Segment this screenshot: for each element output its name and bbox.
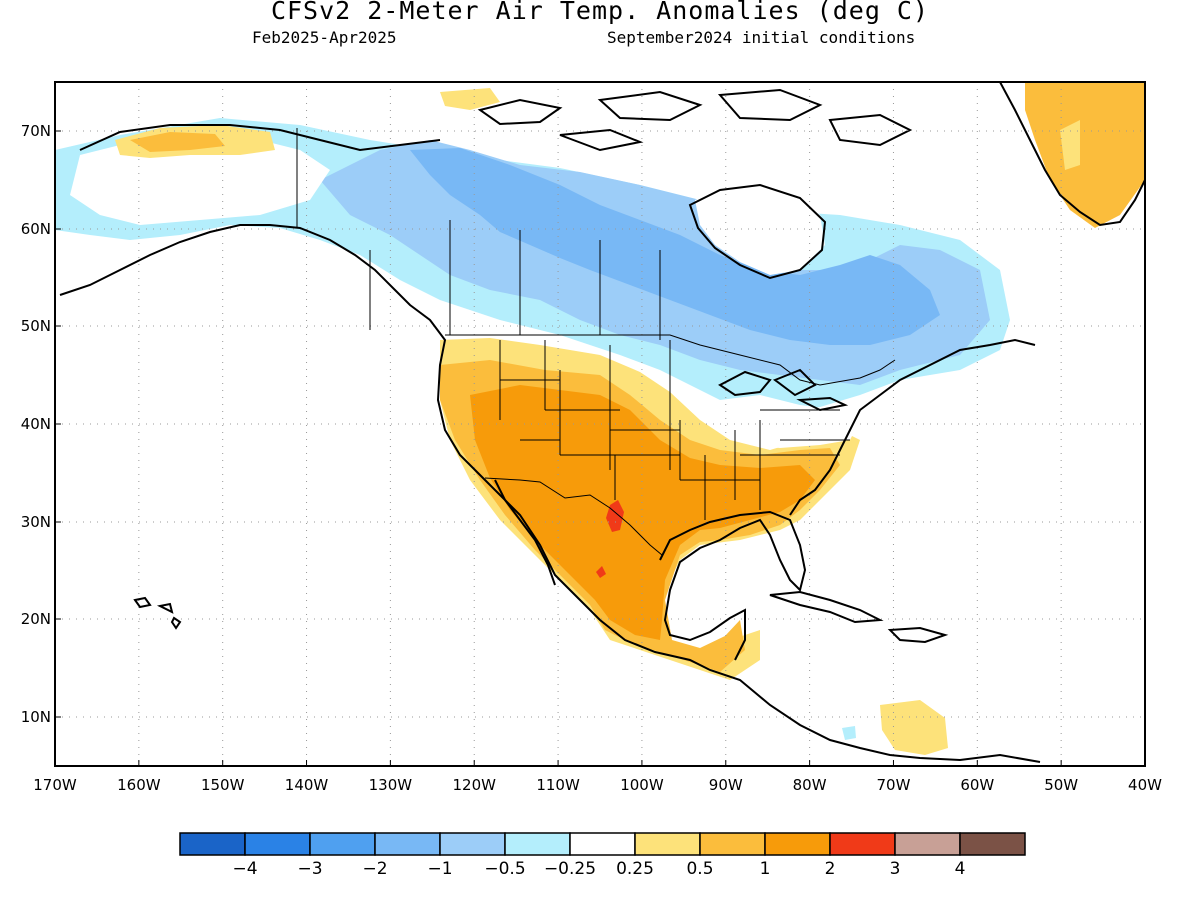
hispaniola-coast [887, 626, 949, 644]
south-america-warm [880, 700, 948, 755]
latitude-label: 10N [21, 708, 51, 726]
south-america-cool [842, 726, 856, 740]
longitude-label: 140W [285, 776, 329, 794]
baja-coast [494, 479, 556, 586]
forecast-period: Feb2025-Apr2025 [252, 28, 397, 47]
colorbar-swatch [244, 832, 311, 856]
colorbar-label: −1 [427, 859, 452, 879]
greenland-warm-edge [1060, 120, 1080, 170]
hudson-bay-neutral [695, 185, 825, 275]
longitude-labels: 170W 160W 150W 140W 130W 120W 110W 100W 90W 80W 70… [33, 760, 1162, 794]
alaska-north-coast [79, 124, 441, 152]
gulf-coast [659, 510, 807, 661]
colorbar-swatch [179, 832, 246, 856]
colorbar-swatch [439, 832, 506, 856]
arctic-warm-patch [440, 88, 500, 110]
colorbar-swatch [634, 832, 701, 856]
latitude-label: 70N [21, 122, 51, 140]
colorbar-label: 4 [955, 859, 966, 879]
colorbar-label: −0.25 [544, 859, 596, 879]
longitude-label: 170W [33, 776, 77, 794]
colorbar-swatch [569, 832, 636, 856]
coastlines [59, 82, 1145, 763]
us-mexico-border [484, 477, 663, 556]
canada-province-borders [369, 220, 661, 340]
cold-anomaly-strong [410, 148, 940, 345]
north-america-coast [59, 224, 1041, 763]
longitude-label: 110W [536, 776, 580, 794]
colorbar-label: −3 [297, 859, 322, 879]
colorbar-swatch [504, 832, 571, 856]
longitude-label: 50W [1044, 776, 1078, 794]
arctic-islands [477, 88, 913, 152]
arctic-neutral [380, 82, 1000, 200]
longitude-label: 130W [369, 776, 413, 794]
longitude-label: 80W [793, 776, 827, 794]
us-canada-border [445, 334, 896, 386]
colorbar-swatch [699, 832, 766, 856]
anomaly-fields [55, 82, 1145, 766]
hot-spot-mexico [596, 566, 606, 578]
colorbar-label: −0.5 [484, 859, 525, 879]
longitude-label: 70W [877, 776, 911, 794]
cuba-coast [769, 590, 884, 624]
latitude-label: 50N [21, 317, 51, 335]
alaska-neutral [70, 135, 330, 225]
colorbar-swatch [894, 832, 961, 856]
greenland-coast [999, 82, 1145, 227]
colorbar-label: 2 [825, 859, 836, 879]
map-title: CFSv2 2-Meter Air Temp. Anomalies (deg C… [270, 0, 930, 25]
latitude-label: 20N [21, 610, 51, 628]
colorbar-swatch [309, 832, 376, 856]
colorbar-swatch [764, 832, 831, 856]
us-state-borders [499, 340, 850, 520]
latitude-label: 60N [21, 220, 51, 238]
hawaii [133, 596, 182, 630]
colorbar-labels: −4 −3 −2 −1 −0.5 −0.25 0.25 0.5 1 2 3 4 [232, 859, 965, 879]
longitude-label: 40W [1128, 776, 1162, 794]
colorbar-swatch [829, 832, 896, 856]
colorbar [179, 832, 1026, 856]
political-borders [296, 128, 896, 556]
colorbar-swatch [374, 832, 441, 856]
longitude-label: 160W [117, 776, 161, 794]
colorbar-label: −2 [362, 859, 387, 879]
longitude-label: 60W [960, 776, 994, 794]
longitude-label: 90W [709, 776, 743, 794]
colorbar-label: 0.5 [686, 859, 713, 879]
colorbar-label: 0.25 [616, 859, 654, 879]
latitude-label: 40N [21, 415, 51, 433]
longitude-label: 150W [201, 776, 245, 794]
atlantic-coast [789, 338, 1036, 516]
latitude-labels: 70N 60N 50N 40N 30N 20N 10N [21, 122, 61, 726]
longitude-label: 100W [620, 776, 664, 794]
warm-anomaly-strong [470, 385, 815, 640]
greenland-warm [1025, 82, 1145, 228]
colorbar-label: 1 [760, 859, 771, 879]
longitude-label: 120W [452, 776, 496, 794]
initial-conditions: September2024 initial conditions [607, 28, 916, 47]
hudson-bay-coast [688, 183, 827, 280]
colorbar-swatch [959, 832, 1026, 856]
colorbar-label: 3 [890, 859, 901, 879]
colorbar-label: −4 [232, 859, 257, 879]
alaska-warm-core [130, 132, 225, 152]
latitude-label: 30N [21, 513, 51, 531]
